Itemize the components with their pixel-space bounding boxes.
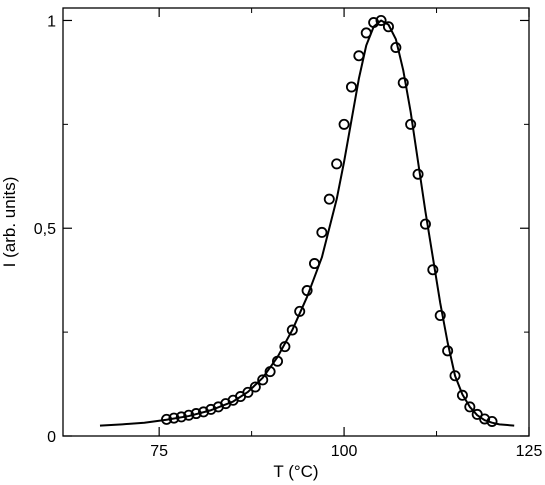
data-point [360, 27, 372, 39]
data-point [382, 21, 394, 33]
data-point [205, 403, 217, 415]
data-point [279, 341, 291, 353]
y-tick-label: 0 [47, 429, 56, 446]
y-tick-label: 1 [47, 13, 56, 30]
data-point [257, 374, 269, 386]
x-axis-label: T (°C) [273, 462, 318, 481]
data-point [190, 408, 202, 420]
data-point [249, 381, 261, 393]
data-point [323, 193, 335, 205]
data-point [338, 118, 350, 130]
data-point [294, 305, 306, 317]
data-point [242, 386, 254, 398]
data-point [161, 413, 173, 425]
data-point [479, 413, 491, 425]
data-point [353, 50, 365, 62]
data-point [175, 411, 187, 423]
x-tick-label: 125 [516, 443, 543, 460]
data-point [264, 366, 276, 378]
data-point [368, 17, 380, 29]
y-axis-label: I (arb. units) [0, 177, 19, 268]
data-point [316, 226, 328, 238]
data-point [419, 218, 431, 230]
data-point [464, 401, 476, 413]
data-point [301, 285, 313, 297]
data-point [286, 324, 298, 336]
data-point [442, 345, 454, 357]
x-tick-label: 100 [331, 443, 358, 460]
tick-labels: 75 100 125 0 0,5 1 [34, 13, 543, 460]
y-tick-label: 0,5 [34, 221, 56, 238]
data-point [449, 370, 461, 382]
data-point [345, 81, 357, 93]
data-point [198, 406, 210, 418]
data-point [168, 412, 180, 424]
data-point [308, 258, 320, 270]
axis-ticks [63, 8, 530, 437]
data-point [183, 409, 195, 421]
data-point [427, 264, 439, 276]
data-point [456, 389, 468, 401]
data-point [397, 77, 409, 89]
series-line [99, 19, 515, 427]
data-point [272, 355, 284, 367]
data-point [331, 158, 343, 170]
series-layer [99, 14, 515, 427]
data-point [486, 415, 498, 427]
x-tick-label: 75 [150, 443, 168, 460]
data-point [434, 309, 446, 321]
data-point [375, 14, 387, 26]
data-point [390, 41, 402, 53]
plot-frame [62, 7, 530, 437]
data-point [412, 168, 424, 180]
data-point [405, 118, 417, 130]
